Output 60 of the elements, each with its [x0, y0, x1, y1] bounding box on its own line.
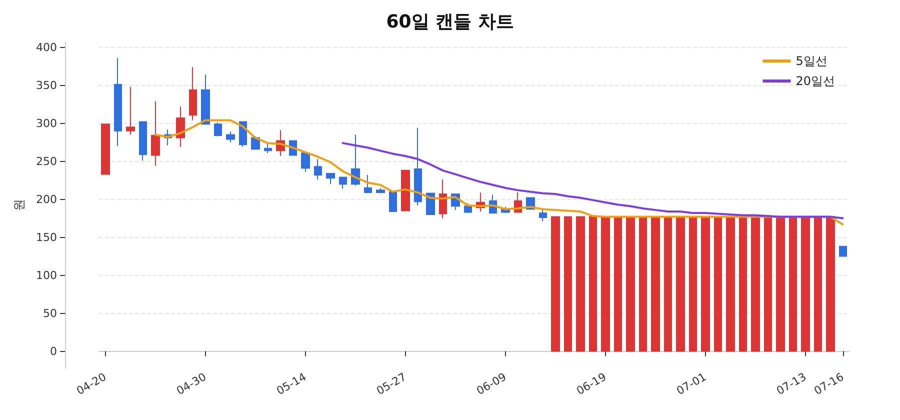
candlestick	[776, 216, 785, 352]
candlestick	[589, 216, 597, 352]
candlestick	[226, 131, 235, 143]
candlestick	[639, 216, 647, 352]
candlestick	[651, 216, 660, 352]
y-tick-label: 400	[36, 40, 57, 54]
y-axis-title: 원	[12, 199, 26, 211]
candlestick	[789, 216, 797, 352]
candlestick	[689, 216, 697, 352]
candlestick	[726, 216, 735, 352]
candlestick	[539, 209, 547, 222]
candlestick	[376, 187, 385, 194]
candlestick	[739, 216, 747, 352]
candlestick	[389, 191, 397, 212]
candlestick	[101, 124, 110, 175]
legend-label: 5일선	[796, 54, 828, 68]
line-series	[342, 142, 844, 220]
candlestick	[664, 216, 672, 352]
candlestick	[676, 216, 685, 352]
candlestick	[139, 121, 147, 162]
candlestick	[751, 216, 760, 352]
candlestick	[626, 216, 635, 352]
candlestick	[126, 86, 135, 136]
candlestick	[339, 176, 347, 190]
candlestick	[464, 202, 472, 214]
candlestick	[264, 143, 272, 154]
candlestick	[551, 216, 560, 352]
line-series	[154, 119, 844, 226]
candlestick	[176, 106, 185, 148]
candlestick	[401, 170, 410, 212]
y-tick-label: 200	[36, 192, 57, 206]
candlestick	[201, 74, 210, 125]
candlestick	[414, 127, 422, 206]
candlestick	[764, 216, 772, 352]
candlestick	[214, 122, 222, 137]
candlestick	[614, 216, 622, 352]
y-tick-label: 150	[36, 230, 57, 244]
candlestick	[564, 216, 572, 352]
candlestick	[189, 66, 197, 121]
y-tick-label: 350	[36, 78, 57, 92]
y-tick-label: 250	[36, 154, 57, 168]
chart-title: 60일 캔들 차트	[386, 12, 514, 32]
candlestick	[239, 121, 247, 148]
y-tick-label: 50	[43, 306, 57, 320]
candlestick	[151, 100, 160, 166]
legend-label: 20일선	[796, 74, 836, 88]
candlestick	[814, 216, 822, 352]
candlestick	[326, 172, 335, 185]
candlestick	[839, 246, 847, 257]
candlestick	[439, 179, 447, 219]
candlestick	[714, 216, 722, 352]
y-tick-label: 300	[36, 116, 57, 130]
candlestick	[301, 152, 310, 172]
candlestick	[314, 158, 322, 180]
candlestick	[364, 174, 372, 194]
candlestick	[826, 216, 835, 352]
y-tick-label: 100	[36, 268, 57, 282]
candlestick	[576, 216, 585, 352]
candlestick	[114, 57, 122, 147]
y-tick-label: 0	[50, 344, 57, 358]
